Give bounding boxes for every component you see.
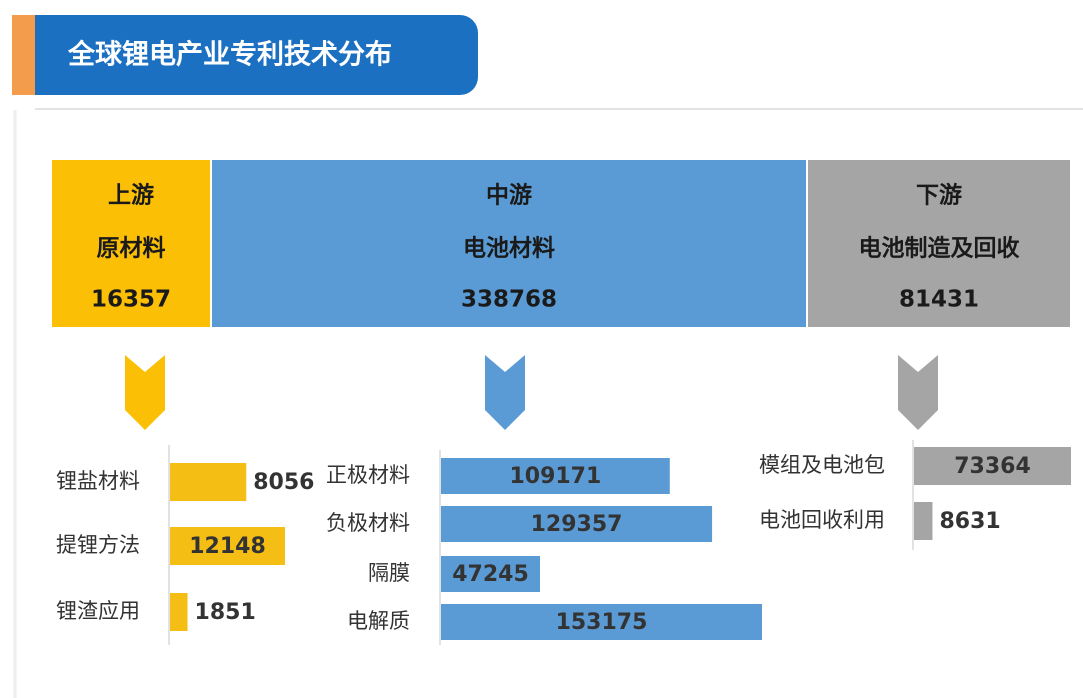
value-label: 47245 xyxy=(452,562,529,587)
value-label: 1851 xyxy=(195,600,256,625)
bar xyxy=(441,556,541,592)
bar xyxy=(441,458,670,494)
value-label: 73364 xyxy=(954,454,1031,479)
bar xyxy=(914,502,933,540)
title-banner-edge xyxy=(35,15,65,95)
title: 全球锂电产业专利技术分布 xyxy=(67,39,392,71)
category-label: 锂渣应用 xyxy=(56,599,140,623)
stage-arrow xyxy=(125,355,165,430)
category-label: 模组及电池包 xyxy=(759,453,885,477)
stage-sub: 原材料 xyxy=(97,236,166,262)
stage-box xyxy=(52,160,210,327)
stage-arrow xyxy=(898,355,938,430)
title-banner xyxy=(35,15,478,95)
category-label: 电解质 xyxy=(347,609,410,633)
bar xyxy=(170,463,247,501)
title-accent xyxy=(12,15,38,95)
bar xyxy=(170,527,285,565)
stage-value: 16357 xyxy=(91,287,171,313)
category-label: 电池回收利用 xyxy=(759,508,885,532)
bar xyxy=(914,447,1071,485)
stage-value: 338768 xyxy=(461,287,557,313)
stage-name: 上游 xyxy=(108,182,154,209)
value-label: 8056 xyxy=(253,470,314,495)
stage-name: 下游 xyxy=(916,182,962,209)
stage-box xyxy=(212,160,806,327)
category-label: 隔膜 xyxy=(368,561,410,585)
category-label: 负极材料 xyxy=(326,511,410,535)
stage-value: 81431 xyxy=(899,287,979,313)
value-label: 8631 xyxy=(939,509,1000,534)
bar xyxy=(170,593,188,631)
bar xyxy=(441,604,762,640)
value-label: 153175 xyxy=(556,610,648,635)
stage-sub: 电池材料 xyxy=(463,236,555,262)
stage-box xyxy=(808,160,1070,327)
stage-arrow xyxy=(485,355,525,430)
category-label: 提锂方法 xyxy=(56,533,140,557)
stage-name: 中游 xyxy=(486,182,532,209)
stage-sub: 电池制造及回收 xyxy=(859,235,1020,262)
value-label: 129357 xyxy=(531,512,623,537)
value-label: 12148 xyxy=(189,534,266,559)
category-label: 正极材料 xyxy=(326,463,410,487)
category-label: 锂盐材料 xyxy=(56,469,140,493)
bar xyxy=(441,506,713,542)
value-label: 109171 xyxy=(509,464,601,489)
